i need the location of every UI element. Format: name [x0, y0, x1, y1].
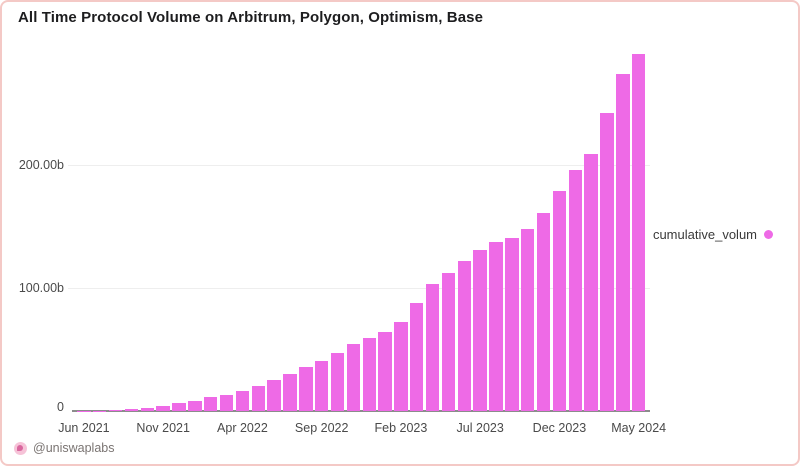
- bar-mar-2022[interactable]: [219, 395, 234, 411]
- bar-dec-2023[interactable]: [552, 190, 567, 411]
- x-axis-tick-label: Sep 2022: [294, 421, 349, 435]
- bar-feb-2022[interactable]: [204, 397, 218, 411]
- bar-sep-2021[interactable]: [124, 409, 139, 411]
- bar-dec-2021[interactable]: [172, 403, 186, 411]
- y-axis-tick-label: 200.00b: [18, 158, 64, 172]
- bar-oct-2021[interactable]: [140, 408, 155, 411]
- bar-jan-2022[interactable]: [188, 400, 202, 411]
- gridline-100.00b: [68, 288, 650, 289]
- legend-series-label: cumulative_volum: [652, 227, 757, 242]
- legend-series-dot-icon: [764, 230, 773, 239]
- legend: cumulative_volum: [653, 227, 773, 242]
- bar-sep-2023[interactable]: [505, 237, 519, 411]
- bar-apr-2023[interactable]: [425, 284, 440, 411]
- x-axis-tick-label: Feb 2023: [374, 421, 428, 435]
- bar-feb-2024[interactable]: [584, 153, 598, 411]
- bar-aug-2023[interactable]: [489, 242, 503, 411]
- x-axis-tick-label: Dec 2023: [532, 421, 587, 435]
- bar-jan-2023[interactable]: [378, 332, 392, 411]
- x-axis-line: [72, 410, 650, 412]
- bar-nov-2021[interactable]: [156, 406, 170, 411]
- bar-nov-2022[interactable]: [346, 343, 361, 411]
- gridline-200.00b: [68, 165, 650, 166]
- chart-title: All Time Protocol Volume on Arbitrum, Po…: [18, 9, 484, 26]
- bar-jan-2024[interactable]: [568, 169, 582, 411]
- bar-jun-2023[interactable]: [457, 260, 472, 411]
- x-axis-tick-label: Jun 2021: [58, 421, 110, 435]
- bar-aug-2021[interactable]: [108, 410, 123, 411]
- bar-mar-2024[interactable]: [600, 113, 614, 411]
- bar-apr-2024[interactable]: [616, 73, 630, 411]
- y-axis-tick-label: 0: [57, 400, 64, 414]
- bar-may-2023[interactable]: [441, 273, 456, 411]
- x-axis-tick-label: Nov 2021: [136, 421, 190, 435]
- bar-mar-2023[interactable]: [410, 302, 424, 411]
- bar-may-2022[interactable]: [251, 386, 265, 411]
- bar-feb-2023[interactable]: [394, 322, 408, 411]
- y-axis-tick-label: 100.00b: [18, 281, 64, 295]
- x-axis-tick-label: Apr 2022: [217, 421, 268, 435]
- bar-sep-2022[interactable]: [314, 360, 329, 411]
- watermark: @uniswaplabs: [14, 441, 114, 455]
- x-axis-tick-label: Jul 2023: [456, 421, 504, 435]
- bar-nov-2023[interactable]: [536, 212, 551, 411]
- bar-oct-2022[interactable]: [330, 353, 345, 411]
- bar-jun-2022[interactable]: [267, 380, 281, 411]
- bar-may-2024[interactable]: [631, 54, 646, 411]
- bar-apr-2022[interactable]: [235, 391, 250, 411]
- bar-jul-2022[interactable]: [283, 374, 297, 411]
- x-axis-tick-label: May 2024: [611, 421, 667, 435]
- watermark-handle: @uniswaplabs: [33, 441, 115, 455]
- bar-aug-2022[interactable]: [299, 366, 313, 411]
- bar-dec-2022[interactable]: [362, 338, 376, 411]
- bar-jul-2023[interactable]: [473, 249, 487, 411]
- uniswap-avatar-icon: [14, 441, 27, 455]
- bar-oct-2023[interactable]: [521, 228, 535, 411]
